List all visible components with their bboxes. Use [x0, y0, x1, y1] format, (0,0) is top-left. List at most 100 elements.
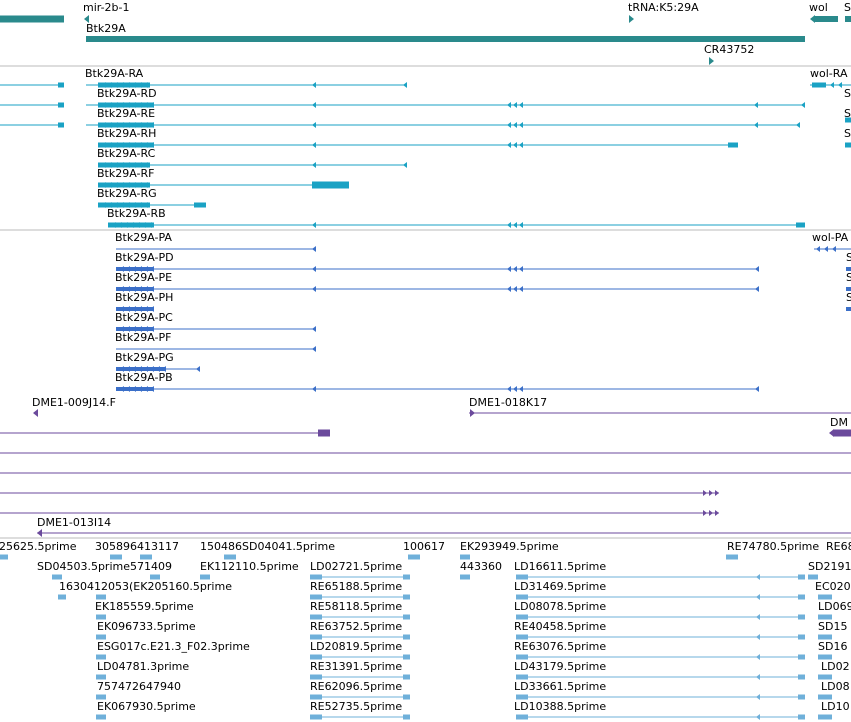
- transcript-label[interactable]: Btk29A-RD: [97, 87, 157, 100]
- strand-arrow: [144, 266, 148, 272]
- clone-label[interactable]: DM: [830, 416, 848, 429]
- est-label[interactable]: RE58118.5prime: [310, 600, 403, 613]
- clone-label[interactable]: DME1-013I14: [37, 516, 112, 529]
- strand-arrow: [830, 82, 834, 88]
- est-label[interactable]: 100617: [403, 540, 445, 553]
- protein-label[interactable]: Btk29A-PH: [115, 291, 174, 304]
- est-label[interactable]: LD20819.5prime: [310, 640, 403, 653]
- strand-arrow: [832, 246, 836, 252]
- transcript-label-s[interactable]: S: [844, 107, 851, 120]
- gene-label-trna-k5[interactable]: tRNA:K5:29A: [628, 1, 699, 14]
- est-label[interactable]: LD08: [821, 680, 850, 693]
- est-label[interactable]: EK112110.5prime: [200, 560, 299, 573]
- est-label[interactable]: RE40458.5prime: [514, 620, 607, 633]
- transcript-label[interactable]: Btk29A-RC: [97, 147, 156, 160]
- est-label[interactable]: RE74780.5prime: [727, 540, 820, 553]
- strand-arrow: [102, 102, 106, 108]
- est-label[interactable]: LD069: [818, 600, 851, 613]
- est-label[interactable]: LD10: [821, 700, 850, 713]
- gene-label-s[interactable]: S: [844, 1, 851, 14]
- strand-arrow: [124, 222, 128, 228]
- protein-label-s[interactable]: S: [846, 251, 851, 264]
- est-label[interactable]: ESG017c.E21.3_F02.3prime: [97, 640, 250, 653]
- gene-strand-arrow: [709, 57, 714, 65]
- strand-arrow: [120, 202, 124, 208]
- est-label[interactable]: RE31391.5prime: [310, 660, 403, 673]
- protein-label[interactable]: Btk29A-PB: [115, 371, 173, 384]
- transcript-label-wol-ra[interactable]: wol-RA: [810, 67, 848, 80]
- est-label[interactable]: RE62096.5prime: [310, 680, 403, 693]
- transcript-label-s[interactable]: S: [844, 87, 851, 100]
- protein-label-wol-pa[interactable]: wol-PA: [812, 231, 849, 244]
- gene-label-btk29a[interactable]: Btk29A: [86, 22, 126, 35]
- est-label[interactable]: LD02721.5prime: [310, 560, 403, 573]
- transcript-label[interactable]: Btk29A-RB: [107, 207, 166, 220]
- est-label[interactable]: 150486SD04041.5prime: [200, 540, 335, 553]
- transcript-label[interactable]: Btk29A-RE: [97, 107, 156, 120]
- transcript-label-s[interactable]: S: [844, 127, 851, 140]
- est-label[interactable]: EK096733.5prime: [97, 620, 196, 633]
- est-label[interactable]: LD16611.5prime: [514, 560, 607, 573]
- est-block: [96, 714, 106, 720]
- strand-arrow: [816, 246, 820, 252]
- est-label[interactable]: SD15: [818, 620, 848, 633]
- est-label[interactable]: 443360: [460, 560, 502, 573]
- gene-label-mir-2b-1[interactable]: mir-2b-1: [83, 1, 130, 14]
- est-block: [200, 574, 210, 580]
- strand-arrow: [150, 286, 154, 292]
- strand-arrow: [519, 266, 523, 272]
- est-label[interactable]: LD10388.5prime: [514, 700, 607, 713]
- est-label[interactable]: EC020: [815, 580, 851, 593]
- est-label[interactable]: SD04503.5prime571409: [37, 560, 172, 573]
- est-label[interactable]: LD02: [821, 660, 850, 673]
- est-block: [403, 574, 410, 580]
- est-label[interactable]: LD31469.5prime: [514, 580, 607, 593]
- strand-arrow: [150, 142, 154, 148]
- protein-label[interactable]: Btk29A-PE: [115, 271, 173, 284]
- est-label[interactable]: SD16: [818, 640, 848, 653]
- exon-block: [194, 202, 206, 208]
- transcript-label[interactable]: Btk29A-RG: [97, 187, 157, 200]
- strand-arrow: [312, 142, 316, 148]
- est-label[interactable]: RE68: [826, 540, 851, 553]
- est-label[interactable]: 1630412053(EK205160.5prime: [59, 580, 232, 593]
- est-label[interactable]: EK185559.5prime: [95, 600, 194, 613]
- est-label[interactable]: RE63752.5prime: [310, 620, 403, 633]
- strand-arrow: [138, 266, 142, 272]
- gene-label-wol[interactable]: wol: [809, 1, 828, 14]
- est-label[interactable]: RE63076.5prime: [514, 640, 607, 653]
- protein-label[interactable]: Btk29A-PC: [115, 311, 173, 324]
- est-label[interactable]: RE65188.5prime: [310, 580, 403, 593]
- clone-label[interactable]: DME1-018K17: [469, 396, 548, 409]
- est-label[interactable]: LD43179.5prime: [514, 660, 607, 673]
- est-label[interactable]: SD2191: [808, 560, 851, 573]
- protein-label[interactable]: Btk29A-PG: [115, 351, 174, 364]
- est-label[interactable]: 25625.5prime: [0, 540, 77, 553]
- protein-label-s[interactable]: S: [846, 271, 851, 284]
- est-label[interactable]: EK067930.5prime: [97, 700, 196, 713]
- transcript-label[interactable]: Btk29A-RF: [97, 167, 155, 180]
- protein-label[interactable]: Btk29A-PF: [115, 331, 172, 344]
- est-block: [403, 674, 410, 680]
- transcript-label[interactable]: Btk29A-RA: [85, 67, 144, 80]
- strand-arrow: [132, 142, 136, 148]
- protein-label[interactable]: Btk29A-PA: [115, 231, 172, 244]
- transcript-label[interactable]: Btk29A-RH: [97, 127, 157, 140]
- clone-label[interactable]: DME1-009J14.F: [32, 396, 116, 409]
- gene-label-cr43752[interactable]: CR43752: [704, 43, 755, 56]
- est-label[interactable]: EK293949.5prime: [460, 540, 559, 553]
- est-label[interactable]: LD04781.3prime: [97, 660, 190, 673]
- est-label[interactable]: 305896413117: [95, 540, 179, 553]
- strand-arrow: [120, 266, 124, 272]
- strand-arrow: [114, 182, 118, 188]
- protein-label-s[interactable]: S: [846, 291, 851, 304]
- strand-arrow: [132, 182, 136, 188]
- est-label[interactable]: LD33661.5prime: [514, 680, 607, 693]
- est-block: [798, 654, 805, 660]
- strand-arrow: [801, 102, 805, 108]
- est-label[interactable]: 757472647940: [97, 680, 181, 693]
- protein-label[interactable]: Btk29A-PD: [115, 251, 174, 264]
- est-label[interactable]: LD08078.5prime: [514, 600, 607, 613]
- est-label[interactable]: RE52735.5prime: [310, 700, 403, 713]
